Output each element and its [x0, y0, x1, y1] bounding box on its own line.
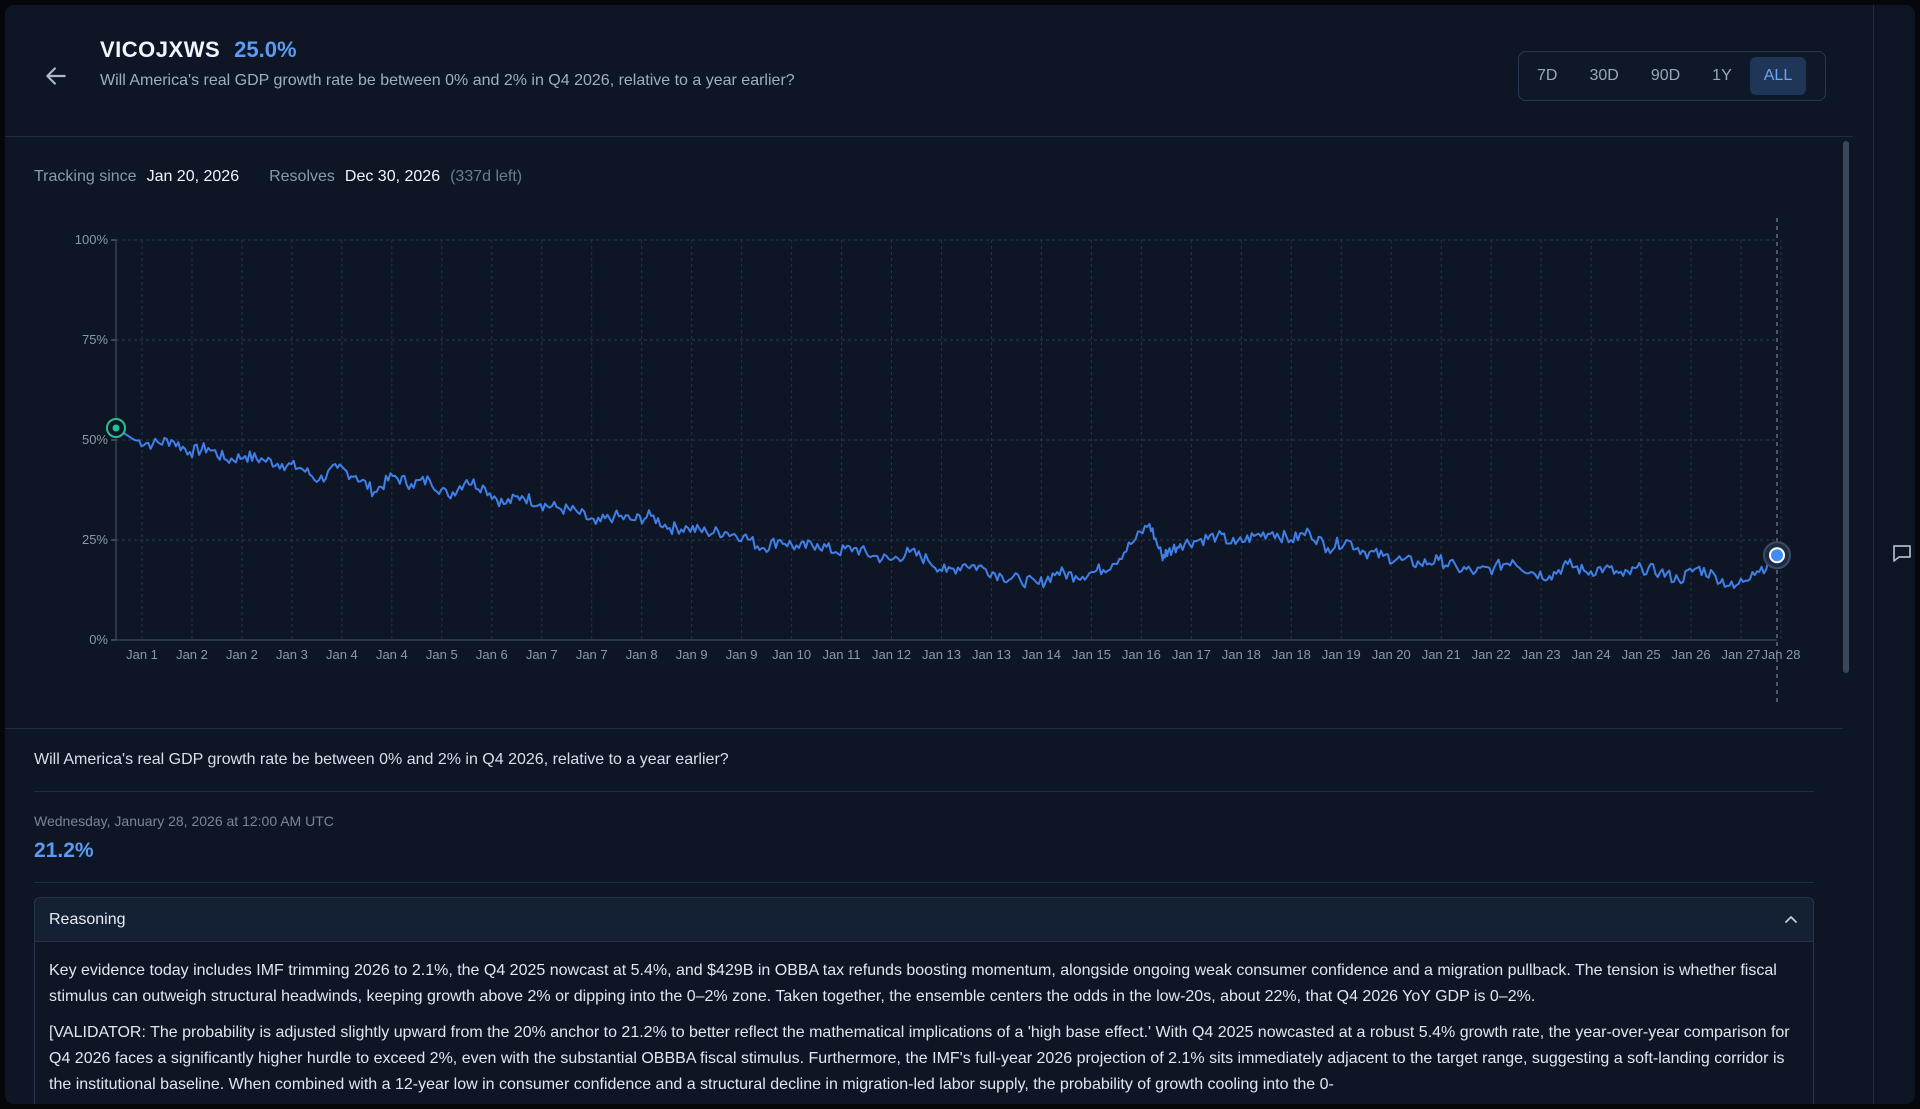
market-question: Will America's real GDP growth rate be b… [34, 751, 729, 768]
range-7d-button[interactable]: 7D [1537, 67, 1558, 84]
y-tick-label: 75% [82, 332, 108, 347]
x-tick-label: Jan 3 [276, 647, 308, 662]
tracking-meta: Tracking since Jan 20, 2026 Resolves Dec… [34, 168, 522, 186]
x-tick-label: Jan 19 [1322, 647, 1361, 662]
scrollbar-thumb[interactable] [1843, 141, 1849, 673]
x-tick-label: Jan 7 [576, 647, 608, 662]
end-marker [1769, 547, 1785, 564]
divider [34, 882, 1814, 883]
x-tick-label: Jan 25 [1622, 647, 1661, 662]
chart-svg[interactable]: 0% 25% 50% 75% 100% Jan 1 Jan 2 Jan 2 Jan 3 Jan 4… [5, 205, 1845, 705]
x-tick-label: Jan 1 [126, 647, 158, 662]
y-tick-label: 25% [82, 532, 108, 547]
x-tick-label: Jan 22 [1472, 647, 1511, 662]
time-range-selector: 7D 30D 90D 1Y ALL [1518, 51, 1826, 101]
x-tick-label: Jan 10 [772, 647, 811, 662]
divider [34, 791, 1814, 792]
x-tick-label: Jan 21 [1422, 647, 1461, 662]
validator-paragraph: [VALIDATOR: The probability is adjusted … [49, 1024, 1790, 1093]
tracking-since-value: Jan 20, 2026 [146, 168, 240, 185]
main-panel: VICOJXWS 25.0% Will America's real GDP g… [5, 5, 1873, 1104]
chevron-up-icon[interactable] [1783, 912, 1799, 928]
range-90d-button[interactable]: 90D [1650, 67, 1681, 84]
x-tick-label: Jan 6 [476, 647, 508, 662]
x-tick-label: Jan 11 [823, 647, 861, 662]
probability-chart[interactable]: 0% 25% 50% 75% 100% Jan 1 Jan 2 Jan 2 Jan 3 Jan 4… [5, 205, 1845, 705]
right-rail [1873, 5, 1915, 1104]
x-tick-label: Jan 2 [176, 647, 208, 662]
page-header: VICOJXWS 25.0% Will America's real GDP g… [5, 5, 1853, 137]
x-tick-label: Jan 17 [1172, 647, 1211, 662]
resolves-label: Resolves [269, 168, 335, 185]
x-tick-label: Jan 18 [1272, 647, 1311, 662]
reasoning-title: Reasoning [49, 910, 126, 928]
x-tick-label: Jan 13 [972, 647, 1011, 662]
reasoning-toggle[interactable]: Reasoning [35, 898, 1813, 942]
market-question-subtitle: Will America's real GDP growth rate be b… [100, 72, 795, 89]
current-probability: 25.0% [234, 37, 297, 62]
snapshot-timestamp: Wednesday, January 28, 2026 at 12:00 AM … [34, 813, 334, 829]
comment-icon[interactable] [1890, 541, 1914, 565]
back-arrow-icon[interactable] [43, 63, 69, 89]
x-tick-label: Jan 9 [726, 647, 758, 662]
x-tick-label: Jan 4 [326, 647, 358, 662]
start-marker-dot [112, 424, 120, 432]
x-tick-label: Jan 20 [1372, 647, 1411, 662]
days-left: (337d left) [450, 168, 523, 185]
x-tick-label: Jan 14 [1022, 647, 1061, 662]
resolves-value: Dec 30, 2026 [344, 168, 441, 185]
snapshot-probability: 21.2% [34, 839, 94, 862]
x-tick-label: Jan 13 [922, 647, 961, 662]
scrollbar[interactable] [1843, 141, 1851, 681]
x-tick-label: Jan 24 [1572, 647, 1611, 662]
divider [5, 728, 1843, 729]
reasoning-panel: Reasoning Key evidence today includes IM… [34, 897, 1814, 1104]
x-tick-label: Jan 18 [1222, 647, 1261, 662]
x-tick-label: Jan 2 [226, 647, 258, 662]
y-tick-label: 100% [75, 232, 109, 247]
reasoning-paragraph: Key evidence today includes IMF trimming… [49, 962, 1777, 1005]
y-tick-label: 50% [82, 432, 108, 447]
x-tick-label: Jan 23 [1522, 647, 1561, 662]
x-tick-label: Jan 16 [1122, 647, 1161, 662]
title-row: VICOJXWS 25.0% [100, 37, 297, 63]
x-tick-label: Jan 4 [376, 647, 408, 662]
series-line [115, 427, 1778, 589]
x-tick-label: Jan 28 [1761, 647, 1800, 662]
tracking-since-label: Tracking since [34, 168, 137, 185]
range-all-button[interactable]: ALL [1749, 57, 1807, 95]
range-1y-button[interactable]: 1Y [1712, 67, 1732, 84]
reasoning-body: Key evidence today includes IMF trimming… [35, 942, 1813, 1104]
market-ticker: VICOJXWS [100, 37, 221, 62]
x-tick-label: Jan 26 [1672, 647, 1711, 662]
x-tick-label: Jan 9 [676, 647, 708, 662]
x-tick-label: Jan 8 [626, 647, 658, 662]
x-tick-label: Jan 7 [526, 647, 558, 662]
x-tick-label: Jan 12 [872, 647, 911, 662]
y-tick-label: 0% [89, 632, 108, 647]
x-tick-label: Jan 5 [426, 647, 458, 662]
x-tick-label: Jan 27 [1722, 647, 1761, 662]
x-tick-label: Jan 15 [1072, 647, 1111, 662]
range-30d-button[interactable]: 30D [1589, 67, 1619, 84]
